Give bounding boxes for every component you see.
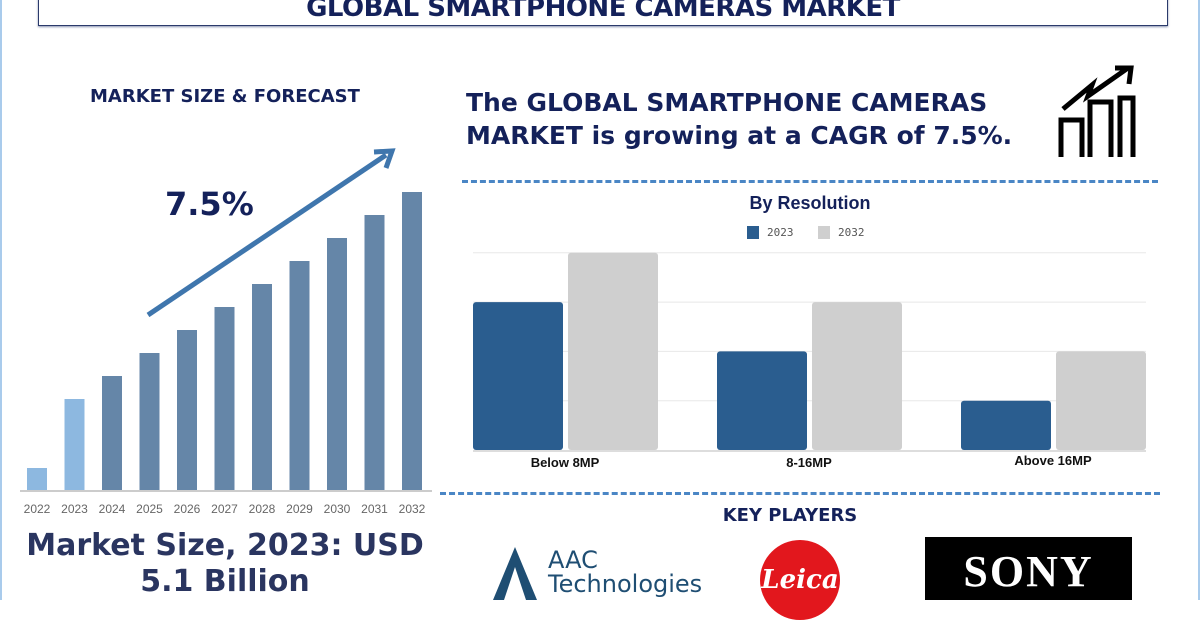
aac-logo-text: AAC Technologies [548, 546, 703, 598]
year-label-2029: 2029 [286, 502, 313, 516]
logo-sony: SONY [925, 537, 1132, 600]
aac-logo-mark [493, 547, 537, 600]
resolution-chart [473, 252, 1146, 452]
market-size-value: Market Size, 2023: USD 5.1 Billion [20, 528, 430, 600]
divider-bottom [440, 492, 1160, 495]
bar-2031 [364, 215, 385, 490]
year-label-2030: 2030 [323, 502, 351, 516]
growth-arrow [146, 148, 396, 318]
key-players-heading: KEY PLAYERS [722, 505, 858, 526]
category-label: Above 16MP [1014, 453, 1092, 468]
market-size-line-2: 5.1 Billion [140, 564, 310, 599]
bar-2030 [327, 238, 347, 490]
bar-2024 [102, 376, 122, 490]
bar-2029 [289, 261, 310, 490]
year-label-2023: 2023 [61, 502, 88, 516]
category-label: Below 8MP [530, 455, 600, 470]
bar-8-16mp-2023 [717, 351, 807, 450]
bar-above-16mp-2032 [1056, 351, 1146, 450]
bar-above-16mp-2023 [961, 400, 1051, 450]
growth-chart-icon [1058, 65, 1136, 157]
legend-label-2023: 2023 [767, 226, 794, 239]
market-size-line-1: Market Size, 2023: USD [26, 528, 424, 563]
bar-2026 [177, 330, 197, 490]
bar-2023 [64, 399, 85, 490]
resolution-chart-title: By Resolution [749, 193, 871, 213]
bar-2032 [402, 192, 422, 490]
legend-label-2032: 2032 [838, 226, 865, 239]
legend-item-2032: 2032 [818, 226, 865, 239]
year-label-2022: 2022 [23, 502, 51, 516]
cagr-headline: The GLOBAL SMARTPHONE CAMERAS MARKET is … [466, 86, 1012, 152]
bar-8-16mp-2032 [812, 302, 902, 450]
bar-2028 [252, 284, 272, 490]
year-label-2026: 2026 [173, 502, 201, 516]
legend-item-2023: 2023 [747, 226, 794, 239]
bar-2022 [27, 468, 47, 490]
headline-line-2: MARKET is growing at a CAGR of 7.5%. [466, 121, 1013, 150]
year-label-2025: 2025 [136, 502, 163, 516]
legend-swatch-2023 [747, 226, 759, 239]
logo-leica: Leica [760, 540, 840, 620]
year-label-2028: 2028 [248, 502, 276, 516]
legend-swatch-2032 [818, 226, 830, 239]
year-label-2031: 2031 [361, 502, 388, 516]
page-title: GLOBAL SMARTPHONE CAMERAS MARKET [306, 0, 900, 23]
bar-2025 [139, 353, 160, 490]
bar-below-8mp-2023 [473, 302, 563, 450]
headline-line-1: The GLOBAL SMARTPHONE CAMERAS [466, 88, 988, 117]
page-border-right [1198, 0, 1200, 600]
logo-aac-technologies: AAC Technologies [490, 545, 703, 600]
title-banner: GLOBAL SMARTPHONE CAMERAS MARKET [38, 0, 1168, 26]
page-border-left [0, 0, 2, 600]
market-size-heading: MARKET SIZE & FORECAST [90, 86, 360, 107]
year-label-2024: 2024 [98, 502, 126, 516]
cagr-annotation: 7.5% [165, 185, 254, 223]
market-forecast-chart [20, 148, 432, 492]
divider-top [462, 180, 1158, 183]
year-label-2032: 2032 [398, 502, 426, 516]
bar-2027 [214, 307, 235, 490]
bar-below-8mp-2032 [568, 252, 658, 450]
category-label: 8-16MP [786, 455, 832, 470]
year-label-2027: 2027 [211, 502, 238, 516]
